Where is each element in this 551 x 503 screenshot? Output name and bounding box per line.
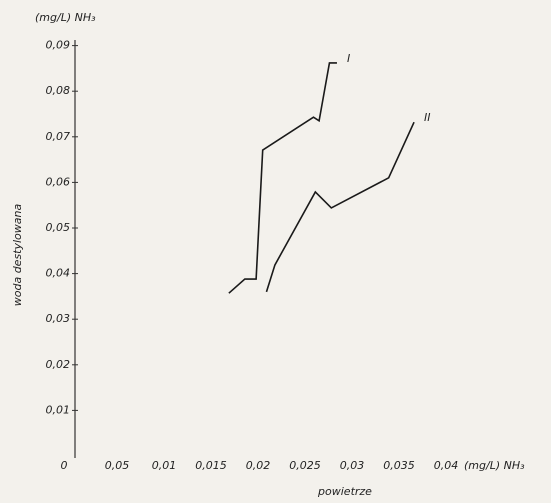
x-tick-label: 0 xyxy=(61,459,68,472)
series-label: II xyxy=(424,111,431,124)
x-tick-label: 0,03 xyxy=(340,459,365,472)
x-tick-label: 0,05 xyxy=(105,459,130,472)
series-label: I xyxy=(347,52,350,65)
x-tick-label: 0,035 xyxy=(383,459,415,472)
y-tick-label: 0,06 xyxy=(46,175,71,188)
x-tick-label: 0,04 xyxy=(434,459,459,472)
series-line xyxy=(228,62,337,294)
y-axis-title: woda destylowana xyxy=(11,204,24,307)
x-unit: (mg/L) NH₃ xyxy=(464,459,525,472)
y-tick-label: 0,03 xyxy=(46,312,71,325)
y-tick-label: 0,04 xyxy=(46,267,71,280)
x-tick-label: 0,025 xyxy=(289,459,321,472)
y-tick-label: 0,09 xyxy=(46,39,71,52)
y-tick-label: 0,05 xyxy=(46,221,71,234)
y-tick-label: 0,02 xyxy=(46,358,71,371)
y-tick-label: 0,01 xyxy=(46,403,71,416)
x-tick-label: 0,015 xyxy=(195,459,227,472)
y-unit: (mg/L) NH₃ xyxy=(35,11,96,24)
y-tick-label: 0,08 xyxy=(46,84,71,97)
series-line xyxy=(265,121,415,293)
y-tick-label: 0,07 xyxy=(46,130,71,143)
x-tick-label: 0,01 xyxy=(152,459,177,472)
x-axis-title: powietrze xyxy=(317,485,372,498)
x-tick-label: 0,02 xyxy=(246,459,271,472)
